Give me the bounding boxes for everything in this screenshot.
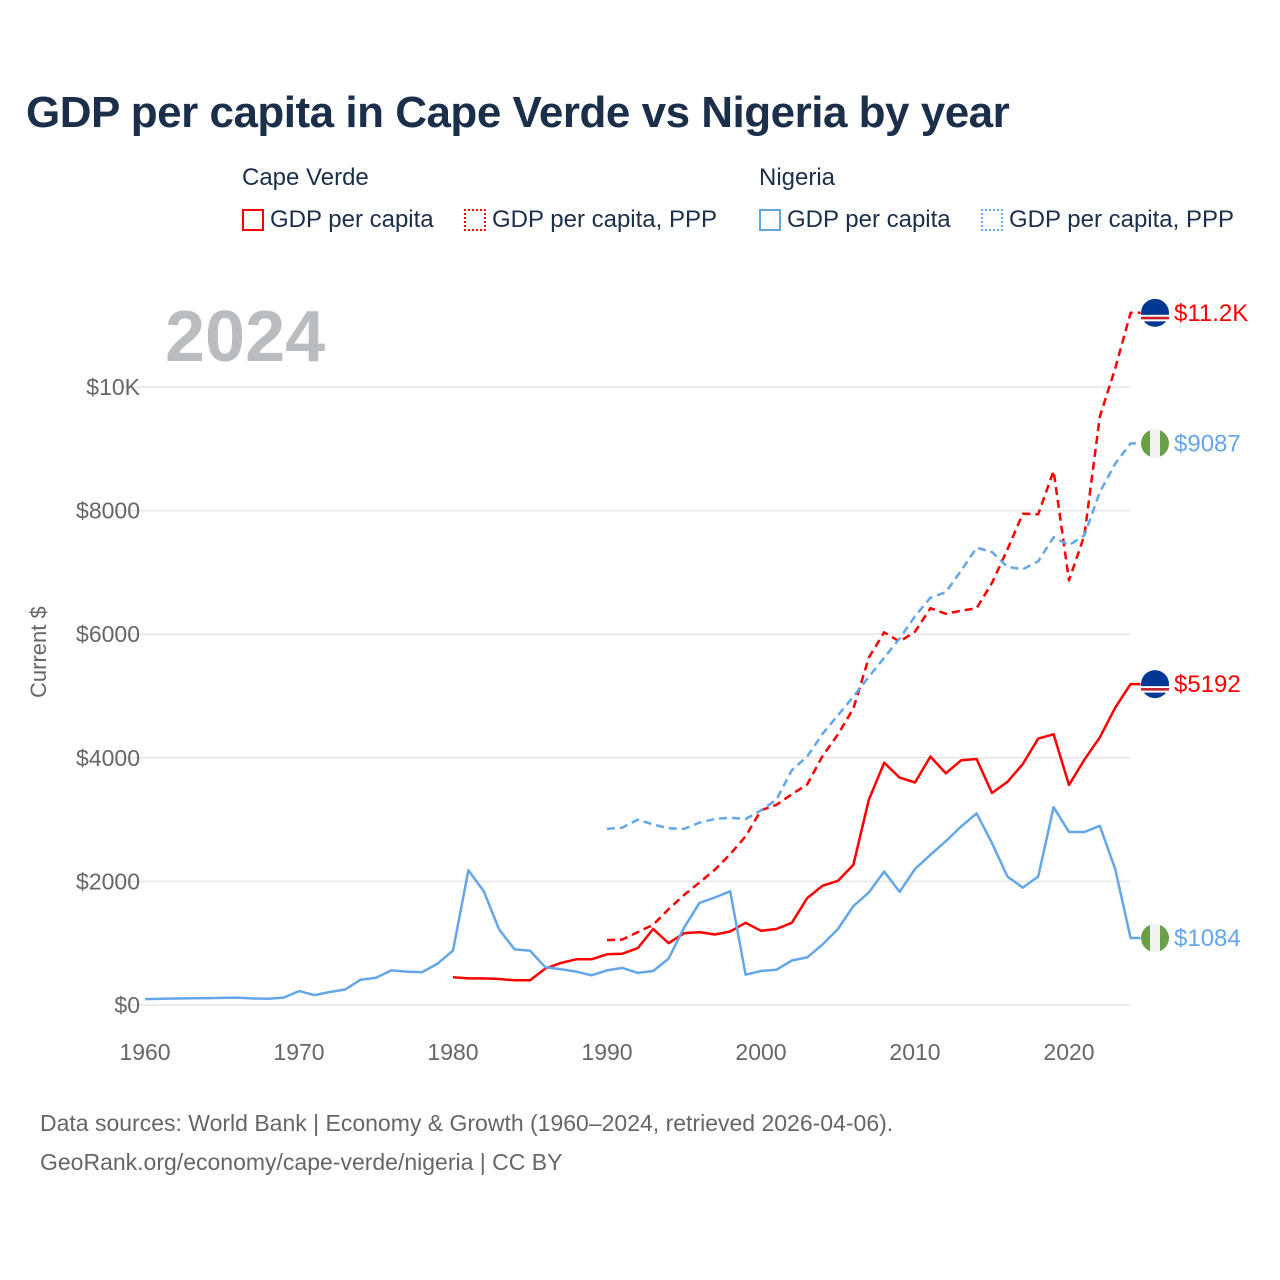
legend-item-nigeria-gdp[interactable]: GDP per capita — [759, 206, 951, 234]
flag-stripe — [1150, 924, 1160, 953]
y-tick-label: $8000 — [76, 498, 140, 524]
series-line — [606, 311, 1141, 942]
x-tick-label: 2020 — [1043, 1039, 1094, 1065]
legend-swatch-solid-blue — [759, 209, 781, 231]
series-line — [452, 682, 1141, 982]
legend-swatch-dotted-red — [464, 209, 486, 231]
end-value-label: $1084 — [1174, 925, 1241, 952]
legend-item-cape-verde-gdp[interactable]: GDP per capita — [242, 206, 434, 234]
legend-item-nigeria-ppp[interactable]: GDP per capita, PPP — [981, 206, 1234, 234]
x-tick-label: 2010 — [889, 1039, 940, 1065]
y-tick-label: $0 — [114, 992, 140, 1018]
legend-label: GDP per capita — [270, 206, 434, 233]
flag-stripe — [1141, 686, 1169, 689]
source-line: Data sources: World Bank | Economy & Gro… — [40, 1110, 894, 1136]
y-tick-label: $6000 — [76, 621, 140, 647]
x-tick-label: 1970 — [273, 1039, 324, 1065]
end-value-label: $5192 — [1174, 671, 1241, 698]
y-tick-label: $4000 — [76, 745, 140, 771]
y-axis-label: Current $ — [26, 606, 51, 698]
flag-stripe — [1141, 316, 1169, 320]
legend-label: GDP per capita, PPP — [1009, 206, 1234, 233]
flag-stripe — [1141, 314, 1169, 317]
cape-verde-flag-icon — [1141, 298, 1169, 327]
x-tick-label: 1980 — [427, 1039, 478, 1065]
source-url[interactable]: GeoRank.org/economy/cape-verde/nigeria |… — [40, 1149, 563, 1175]
flag-stripe — [1141, 688, 1169, 691]
end-value-label: $9087 — [1174, 430, 1241, 457]
flag-stripe — [1141, 690, 1169, 693]
legend-item-cape-verde-ppp[interactable]: GDP per capita, PPP — [464, 206, 717, 234]
y-tick-label: $10K — [86, 374, 140, 400]
chart-title: GDP per capita in Cape Verde vs Nigeria … — [26, 88, 1010, 137]
legend-swatch-solid-red — [242, 209, 264, 231]
legend-group-cape-verde: Cape Verde — [242, 164, 369, 191]
legend-swatch-dotted-blue — [981, 209, 1003, 231]
end-value-label: $11.2K — [1174, 300, 1248, 327]
series-line — [144, 805, 1141, 1001]
legend-label: GDP per capita — [787, 206, 951, 233]
cape-verde-flag-icon — [1141, 670, 1169, 699]
flag-stripe — [1141, 319, 1169, 322]
x-tick-label: 2000 — [735, 1039, 786, 1065]
legend-label: GDP per capita, PPP — [492, 206, 717, 233]
flag-stripe — [1150, 429, 1160, 458]
y-tick-label: $2000 — [76, 868, 140, 894]
legend-group-nigeria: Nigeria — [759, 164, 836, 191]
series-line — [606, 442, 1141, 831]
x-tick-label: 1990 — [581, 1039, 632, 1065]
x-tick-label: 1960 — [119, 1039, 170, 1065]
current-year-label: 2024 — [165, 297, 326, 377]
